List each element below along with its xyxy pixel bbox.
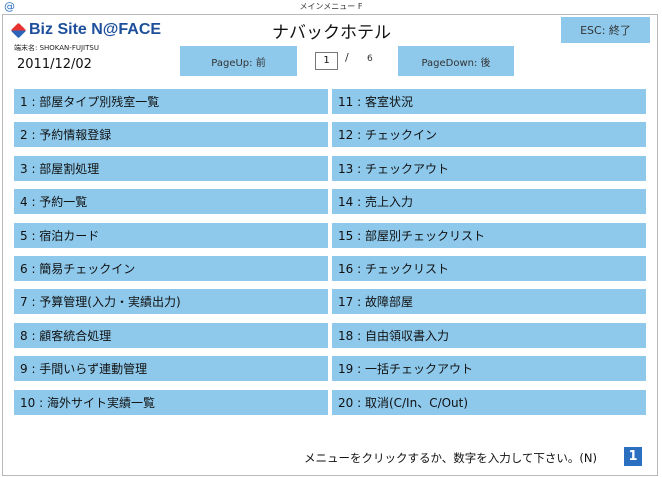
- menu-item-16[interactable]: 16 : チェックリスト: [332, 256, 646, 281]
- current-date: 2011/12/02: [17, 57, 92, 72]
- menu-item-18[interactable]: 18 : 自由領収書入力: [332, 323, 646, 348]
- menu-item-11[interactable]: 11 : 客室状況: [332, 89, 646, 114]
- bizsite-logo: Biz Site N@FACE: [10, 20, 162, 40]
- terminal-label: 端末名: SHOKAN-FUJITSU: [14, 44, 99, 52]
- menu-item-12[interactable]: 12 : チェックイン: [332, 122, 646, 147]
- instruction-text: メニューをクリックするか、数字を入力して下さい。(N): [304, 451, 597, 465]
- menu-item-5[interactable]: 5 : 宿泊カード: [14, 223, 328, 248]
- page-up-button[interactable]: PageUp: 前: [180, 46, 297, 76]
- page-down-button[interactable]: PageDown: 後: [398, 46, 514, 76]
- app-icon: @: [4, 0, 15, 13]
- exit-button[interactable]: ESC: 終了: [561, 17, 650, 43]
- menu-item-15[interactable]: 15 : 部屋別チェックリスト: [332, 223, 646, 248]
- menu-item-14[interactable]: 14 : 売上入力: [332, 189, 646, 214]
- menu-item-1[interactable]: 1 : 部屋タイプ別残室一覧: [14, 89, 328, 114]
- hotel-name: ナバックホテル: [272, 23, 391, 43]
- menu-item-6[interactable]: 6 : 簡易チェックイン: [14, 256, 328, 281]
- menu-item-17[interactable]: 17 : 故障部屋: [332, 289, 646, 314]
- title-bar: @ メインメニュー F: [0, 0, 662, 14]
- page-total: 6: [367, 54, 373, 64]
- menu-item-13[interactable]: 13 : チェックアウト: [332, 156, 646, 181]
- logo-cube-icon: [10, 22, 27, 38]
- page-number-field[interactable]: 1: [315, 52, 338, 70]
- menu-item-7[interactable]: 7 : 予算管理(入力・実績出力): [14, 289, 328, 314]
- menu-item-3[interactable]: 3 : 部屋割処理: [14, 156, 328, 181]
- menu-item-2[interactable]: 2 : 予約情報登録: [14, 122, 328, 147]
- page-separator: /: [345, 51, 349, 64]
- menu-number-input[interactable]: 1: [624, 447, 642, 466]
- menu-item-19[interactable]: 19 : 一括チェックアウト: [332, 356, 646, 381]
- menu-item-8[interactable]: 8 : 顧客統合処理: [14, 323, 328, 348]
- window-title: メインメニュー F: [299, 2, 363, 11]
- menu-item-20[interactable]: 20 : 取消(C/In、C/Out): [332, 390, 646, 415]
- menu-item-4[interactable]: 4 : 予約一覧: [14, 189, 328, 214]
- menu-item-10[interactable]: 10 : 海外サイト実績一覧: [14, 390, 328, 415]
- menu-item-9[interactable]: 9 : 手間いらず連動管理: [14, 356, 328, 381]
- logo-text: Biz Site N@FACE: [29, 21, 162, 38]
